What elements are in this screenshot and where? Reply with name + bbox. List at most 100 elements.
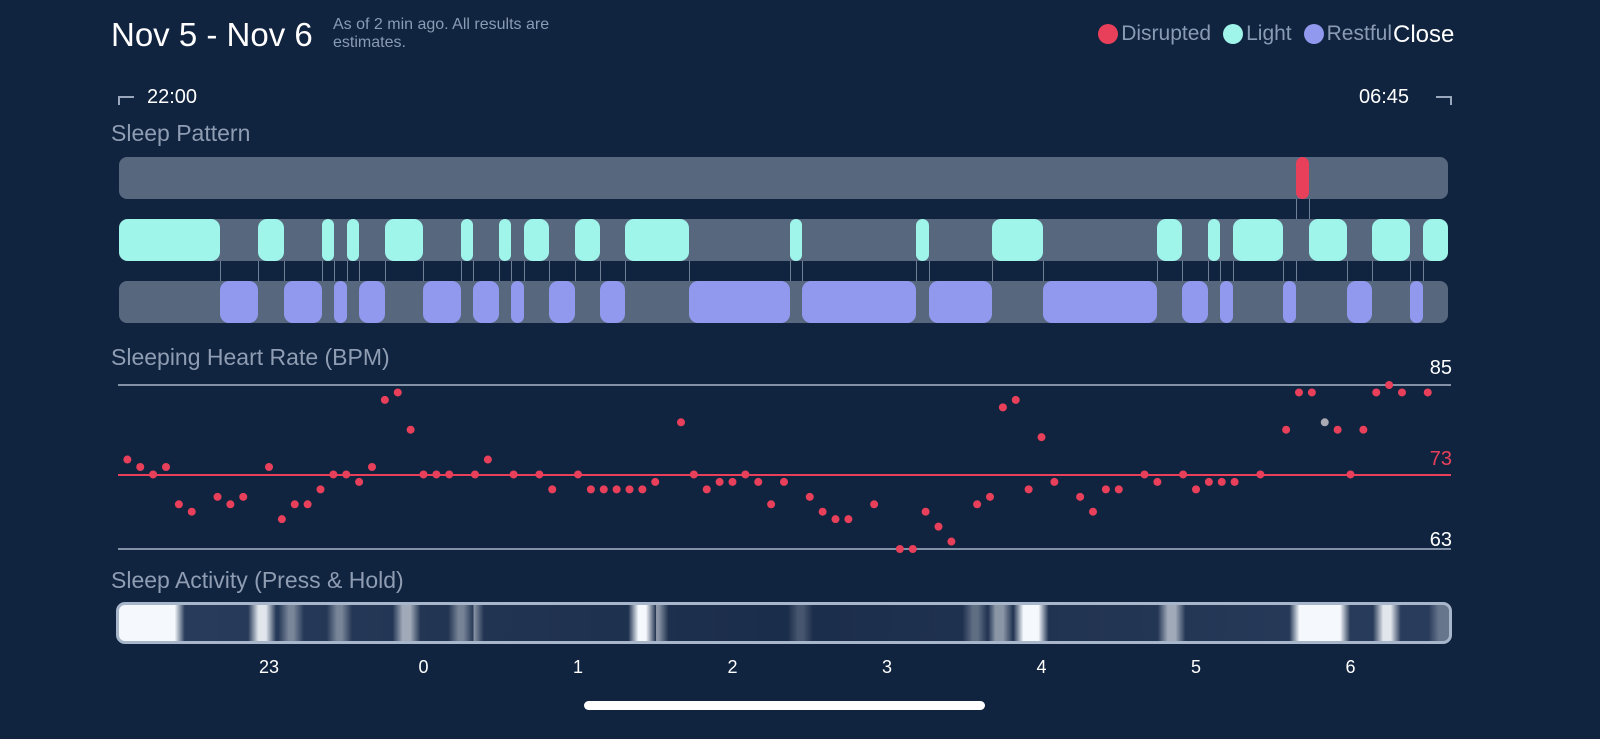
heart-rate-point <box>599 485 608 494</box>
x-tick-label: 2 <box>727 657 738 677</box>
heart-rate-point <box>471 470 479 479</box>
heart-rate-point <box>973 500 982 509</box>
activity-bar[interactable] <box>116 602 1452 644</box>
legend-disrupted: Disrupted <box>1098 22 1211 46</box>
heart-rate-point <box>1089 507 1097 516</box>
heart-rate-point <box>149 470 158 479</box>
stage-connector <box>929 250 931 300</box>
light-segment <box>625 219 689 261</box>
heart-rate-point <box>1011 395 1020 404</box>
heart-rate-point <box>1140 470 1149 479</box>
stage-connector <box>599 250 601 300</box>
heart-rate-point <box>1217 477 1226 486</box>
heart-rate-point <box>445 470 454 479</box>
restful-track[interactable] <box>119 281 1448 323</box>
legend-light: Light <box>1223 22 1292 46</box>
heart-rate-point <box>1153 477 1162 486</box>
heart-rate-point <box>316 485 325 494</box>
heart-rate-point <box>612 485 621 494</box>
heart-rate-point <box>1398 388 1406 397</box>
stage-connector <box>625 250 627 300</box>
light-track[interactable] <box>119 219 1448 261</box>
sleep-pattern-title: Sleep Pattern <box>111 120 251 146</box>
home-indicator[interactable] <box>584 701 985 710</box>
heart-rate-point <box>239 492 248 501</box>
page-title: Nov 5 - Nov 6 <box>111 16 313 53</box>
heart-rate-point <box>677 418 685 427</box>
light-segment <box>498 219 512 261</box>
stage-connector <box>283 250 285 300</box>
light-segment <box>119 219 221 261</box>
stage-connector <box>422 250 424 300</box>
min-line <box>118 548 1451 550</box>
heart-rate-point <box>754 477 763 486</box>
heart-rate-point <box>136 463 145 471</box>
restful-dot-icon <box>1303 24 1324 44</box>
heart-rate-point <box>1037 433 1046 442</box>
heart-rate-title: Sleeping Heart Rate (BPM) <box>111 344 390 370</box>
heart-rate-point <box>406 425 415 434</box>
stage-connector <box>1182 250 1184 300</box>
heart-rate-point <box>187 507 196 516</box>
legend-restful: Restful <box>1303 22 1392 46</box>
restful-segment <box>802 281 917 323</box>
restful-segment <box>511 281 525 323</box>
avg-line <box>118 474 1451 476</box>
heart-rate-point <box>921 507 930 516</box>
heart-rate-point <box>1307 388 1316 397</box>
stage-connector <box>498 250 500 300</box>
start-bracket-icon <box>118 96 134 105</box>
light-segment <box>1207 219 1221 261</box>
restful-segment <box>929 281 993 323</box>
heart-rate-point <box>1076 492 1085 501</box>
stage-connector <box>992 250 994 300</box>
avg-label: 73 <box>1429 448 1452 470</box>
light-segment <box>1156 219 1183 261</box>
restful-segment <box>549 281 575 323</box>
restful-segment <box>1410 281 1423 323</box>
disrupted-segment <box>1296 157 1309 199</box>
heart-rate-point <box>715 477 724 486</box>
heart-rate-point <box>1385 381 1394 389</box>
heart-rate-point <box>483 455 492 464</box>
restful-segment <box>688 281 790 323</box>
heart-rate-point <box>805 492 814 501</box>
heart-rate-point <box>625 485 634 494</box>
stage-connector <box>473 250 475 300</box>
heart-rate-point <box>1230 477 1239 486</box>
heart-rate-point <box>226 500 235 509</box>
close-button[interactable]: Close <box>1393 21 1455 48</box>
stage-connector <box>1308 180 1310 240</box>
max-line <box>118 384 1451 386</box>
estimate-note: As of 2 min ago. All results are estimat… <box>333 16 550 51</box>
heart-rate-point <box>1050 477 1059 486</box>
restful-segment <box>1346 281 1373 323</box>
legend-label: Light <box>1246 22 1292 45</box>
stage-connector <box>258 250 260 300</box>
heart-rate-point <box>1372 388 1381 397</box>
restful-segment <box>422 281 461 323</box>
heart-rate-point <box>535 470 544 479</box>
heart-rate-point <box>368 463 376 471</box>
disrupted-track[interactable] <box>119 157 1448 199</box>
light-segment <box>346 219 360 261</box>
stage-connector <box>802 250 804 300</box>
heart-rate-point <box>818 507 827 516</box>
heart-rate-point <box>1295 388 1303 397</box>
stage-connector <box>574 250 576 300</box>
heart-rate-point <box>728 477 737 486</box>
light-segment <box>1372 219 1411 261</box>
activity-title: Sleep Activity (Press & Hold) <box>111 567 404 593</box>
heart-rate-point <box>895 545 904 553</box>
legend: Disrupted Light Restful <box>1098 22 1392 46</box>
heart-rate-point <box>1114 485 1123 494</box>
light-segment <box>1232 219 1284 261</box>
heart-rate-point-highlighted <box>1320 418 1329 427</box>
stage-connector <box>359 250 361 300</box>
light-segment <box>1308 219 1347 261</box>
light-segment <box>258 219 284 261</box>
stage-connector <box>524 250 526 300</box>
min-label: 63 <box>1429 529 1452 551</box>
heart-rate-point <box>934 522 943 531</box>
heart-rate-point <box>741 470 750 479</box>
